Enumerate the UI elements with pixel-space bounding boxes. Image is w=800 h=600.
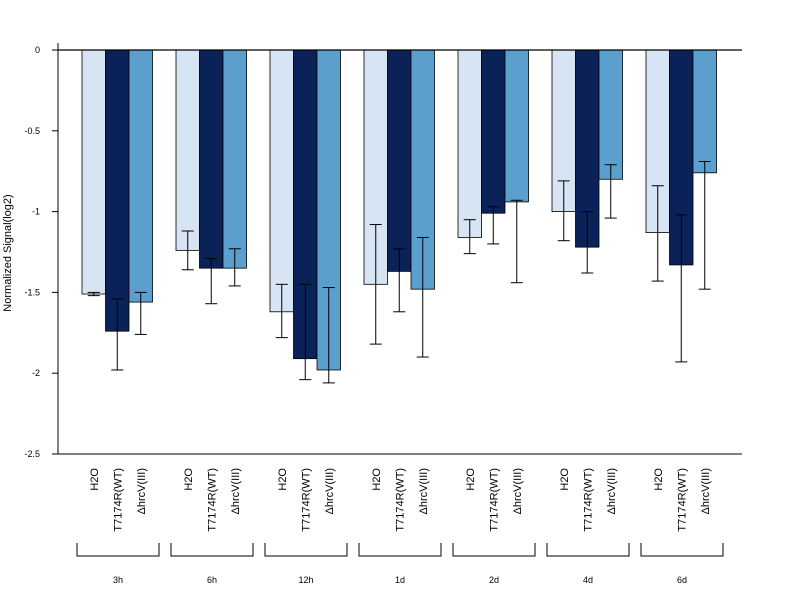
x-tick-label: T7174R(WT) bbox=[206, 468, 218, 532]
x-tick-label: ΔhrcV(III) bbox=[418, 468, 430, 514]
x-tick-label: H2O bbox=[371, 468, 383, 491]
x-tick-label: ΔhrcV(III) bbox=[512, 468, 524, 514]
y-tick-label: -2.5 bbox=[24, 449, 40, 459]
bars-layer bbox=[81, 49, 717, 371]
bar bbox=[692, 49, 717, 174]
x-tick-label: T7174R(WT) bbox=[394, 468, 406, 532]
x-tick-label: H2O bbox=[183, 468, 195, 491]
bar bbox=[175, 49, 200, 251]
group-bracket bbox=[640, 543, 724, 557]
bar bbox=[222, 49, 247, 269]
x-tick-label: T7174R(WT) bbox=[300, 468, 312, 532]
bar bbox=[504, 49, 529, 203]
bar bbox=[105, 49, 130, 332]
x-tick-label: H2O bbox=[465, 468, 477, 491]
bar bbox=[199, 49, 224, 269]
bar bbox=[269, 49, 294, 313]
group-bracket bbox=[452, 543, 536, 557]
x-tick-label: ΔhrcV(III) bbox=[606, 468, 618, 514]
y-tick-label: -1 bbox=[32, 207, 40, 217]
group-label: 1d bbox=[395, 575, 405, 585]
group-label: 6h bbox=[207, 575, 217, 585]
x-tick-label: ΔhrcV(III) bbox=[230, 468, 242, 514]
y-tick-label: -2 bbox=[32, 368, 40, 378]
x-tick-label: H2O bbox=[89, 468, 101, 491]
x-tick-label: ΔhrcV(III) bbox=[136, 468, 148, 514]
y-axis-title: Normalized Signal(log2) bbox=[2, 194, 14, 311]
group-bracket bbox=[546, 543, 630, 557]
error-bars-layer bbox=[87, 161, 711, 384]
group-bracket bbox=[264, 543, 348, 557]
group-bracket bbox=[76, 543, 160, 557]
y-tick-label: -1.5 bbox=[24, 287, 40, 297]
group-label: 6d bbox=[677, 575, 687, 585]
group-label: 4d bbox=[583, 575, 593, 585]
x-tick-label: T7174R(WT) bbox=[112, 468, 124, 532]
x-tick-label: T7174R(WT) bbox=[676, 468, 688, 532]
bar bbox=[128, 49, 153, 303]
x-tick-label: T7174R(WT) bbox=[582, 468, 594, 532]
group-bracket bbox=[358, 543, 442, 557]
group-label: 2d bbox=[489, 575, 499, 585]
x-tick-label: ΔhrcV(III) bbox=[324, 468, 336, 514]
x-tick-label: H2O bbox=[277, 468, 289, 491]
x-tick-label: H2O bbox=[559, 468, 571, 491]
x-tick-label: ΔhrcV(III) bbox=[700, 468, 712, 514]
x-tick-label: T7174R(WT) bbox=[488, 468, 500, 532]
group-label: 12h bbox=[298, 575, 313, 585]
x-tick-label: H2O bbox=[653, 468, 665, 491]
group-label: 3h bbox=[113, 575, 123, 585]
bar bbox=[387, 49, 412, 272]
bar bbox=[457, 49, 482, 238]
bar bbox=[81, 49, 106, 295]
group-bracket bbox=[170, 543, 254, 557]
bar bbox=[481, 49, 506, 214]
y-tick-label: -0.5 bbox=[24, 126, 40, 136]
y-tick-label: 0 bbox=[35, 45, 40, 55]
bar bbox=[598, 49, 623, 180]
axes-layer: 0 -0.5 -1 -1.5 -2 -2.5 H2O T7174R(WT) ΔhrcV(III)… bbox=[24, 43, 742, 585]
